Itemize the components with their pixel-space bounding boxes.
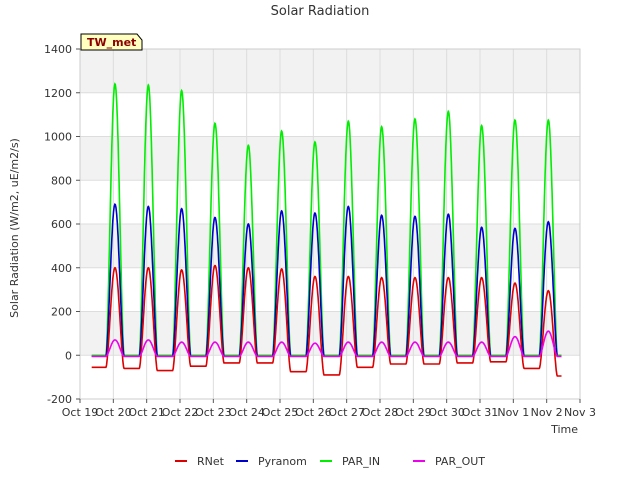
x-tick-label: Oct 22 [162,406,199,419]
series-line-par-in [91,82,562,357]
x-tick-label: Nov 2 [531,406,563,419]
x-tick-label: Oct 27 [328,406,365,419]
plot-band [80,136,580,181]
legend-label-pyranom: Pyranom [258,455,307,468]
x-tick-label: Oct 29 [395,406,432,419]
legend: RNet Pyranom PAR_IN PAR_OUT [175,455,485,468]
y-tick-label: 200 [51,306,72,319]
legend-label-par-in: PAR_IN [342,455,380,468]
y-tick-label: 0 [65,349,72,362]
chart-title: Solar Radiation [271,4,370,19]
y-tick-label: 1200 [44,87,72,100]
x-tick-label: Oct 23 [195,406,232,419]
x-tick-label: Oct 21 [128,406,165,419]
station-badge: TW_met [80,33,143,51]
legend-label-rnet: RNet [197,455,225,468]
x-tick-label: Oct 26 [295,406,332,419]
y-tick-label: 400 [51,262,72,275]
y-tick-label: -200 [47,393,72,406]
x-tick-label: Oct 28 [362,406,399,419]
station-badge-shape [80,33,143,51]
series-line-par-out [91,330,562,358]
x-tick-label: Oct 24 [228,406,265,419]
x-tick-label: Oct 31 [462,406,499,419]
legend-label-par-out: PAR_OUT [435,455,485,468]
series-lines [91,82,562,377]
y-tick-label: 1400 [44,43,72,56]
x-tick-label: Oct 20 [95,406,132,419]
plot-band [80,224,580,268]
x-tick-label: Oct 19 [62,406,99,419]
y-axis-label: Solar Radiation (W/m2, uE/m2/s) [8,138,21,318]
series-line-rnet [91,264,562,377]
station-badge-label: TW_met [87,36,136,49]
x-tick-label: Nov 3 [564,406,596,419]
x-tick-label: Oct 30 [428,406,465,419]
y-tick-label: 600 [51,218,72,231]
x-axis-label: Time [550,423,578,436]
y-tick-label: 800 [51,174,72,187]
plot-band [80,311,580,356]
y-axis-ticks: -200 0 200 400 600 800 1000 1200 1400 [44,43,80,406]
x-tick-label: Oct 25 [262,406,299,419]
y-tick-label: 1000 [44,131,72,144]
plot-band [80,49,580,93]
x-tick-label: Nov 1 [497,406,529,419]
